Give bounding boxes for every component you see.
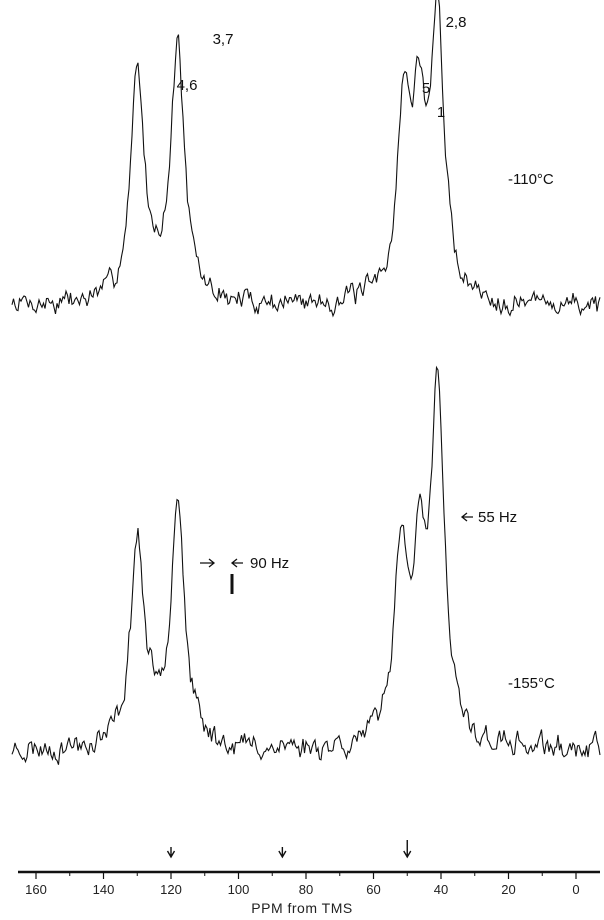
peak-label-3: 1 bbox=[437, 104, 445, 121]
x-axis-ticks: 160 140 120 100 80 60 40 20 0 bbox=[25, 872, 580, 897]
spectrum-bottom: -155°C 90 Hz 55 Hz bbox=[11, 365, 601, 765]
spectrum-top-temperature: -110°C bbox=[508, 171, 554, 188]
x-tick-label-120: 120 bbox=[160, 882, 182, 897]
x-axis-arrows bbox=[166, 840, 412, 859]
x-axis: 160 140 120 100 80 60 40 20 0 PPM from TMS bbox=[18, 840, 600, 916]
spectrum-top-trace bbox=[11, 0, 601, 318]
peak-label-1: 3,7 bbox=[213, 31, 234, 48]
x-tick-label-100: 100 bbox=[228, 882, 250, 897]
arrow-55hz bbox=[460, 512, 473, 522]
x-tick-label-60: 60 bbox=[366, 882, 380, 897]
axis-arrow-2 bbox=[403, 840, 412, 859]
x-tick-label-40: 40 bbox=[434, 882, 448, 897]
axis-arrow-1 bbox=[278, 847, 287, 859]
x-tick-label-140: 140 bbox=[93, 882, 115, 897]
arrow-90hz-right bbox=[230, 558, 243, 568]
spectrum-bottom-temperature: -155°C bbox=[508, 675, 555, 692]
x-tick-label-20: 20 bbox=[501, 882, 515, 897]
peak-label-4: 2,8 bbox=[446, 14, 467, 31]
peak-label-0: 4,6 bbox=[177, 77, 198, 94]
spectrum-bottom-trace bbox=[11, 365, 601, 765]
linewidth-annotations: 90 Hz 55 Hz bbox=[200, 509, 517, 594]
label-55hz: 55 Hz bbox=[478, 509, 517, 526]
arrow-90hz-left bbox=[200, 558, 216, 568]
x-tick-label-0: 0 bbox=[572, 882, 579, 897]
label-90hz: 90 Hz bbox=[250, 555, 289, 572]
spectrum-top-peak-labels: 4,6 3,7 51 2,8 bbox=[177, 14, 467, 121]
x-tick-label-160: 160 bbox=[25, 882, 47, 897]
axis-arrow-0 bbox=[166, 847, 176, 859]
peak-label-2: 5 bbox=[422, 80, 430, 97]
spectrum-top: -110°C 4,6 3,7 51 2,8 bbox=[11, 0, 601, 318]
x-axis-title: PPM from TMS bbox=[251, 900, 352, 916]
x-tick-label-80: 80 bbox=[299, 882, 313, 897]
